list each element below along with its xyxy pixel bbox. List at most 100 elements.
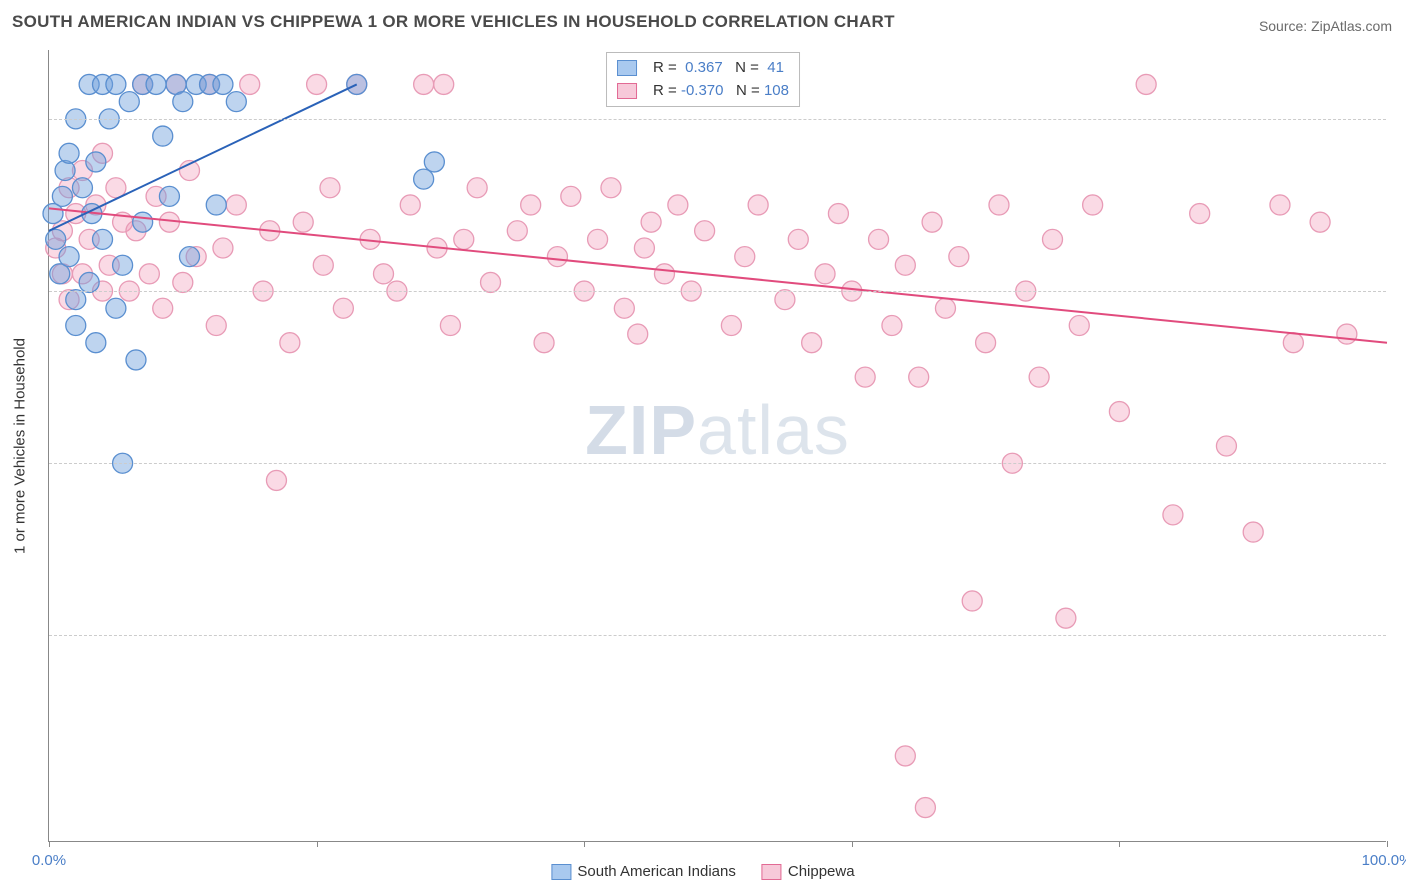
data-point bbox=[280, 333, 300, 353]
data-point bbox=[454, 229, 474, 249]
data-point bbox=[748, 195, 768, 215]
data-point bbox=[400, 195, 420, 215]
gridline bbox=[49, 463, 1386, 464]
plot-svg bbox=[49, 50, 1386, 841]
y-tick-label: 70.0% bbox=[1396, 627, 1406, 644]
data-point bbox=[534, 333, 554, 353]
data-point bbox=[828, 204, 848, 224]
data-point bbox=[614, 298, 634, 318]
gridline bbox=[49, 119, 1386, 120]
data-point bbox=[1283, 333, 1303, 353]
data-point bbox=[695, 221, 715, 241]
legend-item: Chippewa bbox=[762, 863, 855, 880]
legend-bottom: South American Indians Chippewa bbox=[551, 863, 854, 880]
stats-box: R = 0.367 N = 41R = -0.370 N = 108 bbox=[606, 52, 800, 107]
data-point bbox=[59, 247, 79, 267]
data-point bbox=[895, 255, 915, 275]
data-point bbox=[869, 229, 889, 249]
data-point bbox=[266, 470, 286, 490]
data-point bbox=[86, 152, 106, 172]
data-point bbox=[153, 298, 173, 318]
data-point bbox=[1109, 402, 1129, 422]
data-point bbox=[1163, 505, 1183, 525]
data-point bbox=[1190, 204, 1210, 224]
legend-label: South American Indians bbox=[577, 863, 735, 880]
data-point bbox=[1337, 324, 1357, 344]
y-tick-label: 100.0% bbox=[1396, 110, 1406, 127]
data-point bbox=[333, 298, 353, 318]
data-point bbox=[313, 255, 333, 275]
data-point bbox=[133, 212, 153, 232]
data-point bbox=[467, 178, 487, 198]
data-point bbox=[293, 212, 313, 232]
data-point bbox=[909, 367, 929, 387]
data-point bbox=[72, 178, 92, 198]
data-point bbox=[307, 74, 327, 94]
data-point bbox=[86, 333, 106, 353]
data-point bbox=[855, 367, 875, 387]
data-point bbox=[601, 178, 621, 198]
x-tick-mark bbox=[584, 841, 585, 847]
data-point bbox=[146, 74, 166, 94]
data-point bbox=[440, 315, 460, 335]
y-tick-label: 80.0% bbox=[1396, 455, 1406, 472]
data-point bbox=[735, 247, 755, 267]
data-point bbox=[1069, 315, 1089, 335]
x-tick-mark bbox=[317, 841, 318, 847]
data-point bbox=[52, 186, 72, 206]
x-tick-mark bbox=[1387, 841, 1388, 847]
y-tick-label: 90.0% bbox=[1396, 283, 1406, 300]
legend-item: South American Indians bbox=[551, 863, 735, 880]
data-point bbox=[922, 212, 942, 232]
gridline bbox=[49, 635, 1386, 636]
stats-text: R = -0.370 N = 108 bbox=[653, 80, 789, 103]
data-point bbox=[815, 264, 835, 284]
data-point bbox=[434, 74, 454, 94]
data-point bbox=[935, 298, 955, 318]
stats-row: R = -0.370 N = 108 bbox=[617, 80, 789, 103]
data-point bbox=[66, 315, 86, 335]
data-point bbox=[521, 195, 541, 215]
data-point bbox=[46, 229, 66, 249]
data-point bbox=[126, 350, 146, 370]
data-point bbox=[962, 591, 982, 611]
trend-line bbox=[49, 208, 1387, 342]
data-point bbox=[113, 255, 133, 275]
chart-container: SOUTH AMERICAN INDIAN VS CHIPPEWA 1 OR M… bbox=[0, 0, 1406, 892]
data-point bbox=[119, 92, 139, 112]
data-point bbox=[507, 221, 527, 241]
legend-label: Chippewa bbox=[788, 863, 855, 880]
data-point bbox=[1056, 608, 1076, 628]
data-point bbox=[949, 247, 969, 267]
data-point bbox=[106, 74, 126, 94]
data-point bbox=[802, 333, 822, 353]
data-point bbox=[882, 315, 902, 335]
data-point bbox=[481, 272, 501, 292]
data-point bbox=[721, 315, 741, 335]
data-point bbox=[213, 238, 233, 258]
data-point bbox=[561, 186, 581, 206]
data-point bbox=[788, 229, 808, 249]
data-point bbox=[213, 74, 233, 94]
data-point bbox=[173, 272, 193, 292]
data-point bbox=[895, 746, 915, 766]
data-point bbox=[139, 264, 159, 284]
data-point bbox=[240, 74, 260, 94]
x-tick-mark bbox=[852, 841, 853, 847]
data-point bbox=[628, 324, 648, 344]
y-axis-label: 1 or more Vehicles in Household bbox=[12, 338, 29, 554]
data-point bbox=[226, 195, 246, 215]
data-point bbox=[206, 195, 226, 215]
data-point bbox=[374, 264, 394, 284]
data-point bbox=[159, 186, 179, 206]
data-point bbox=[775, 290, 795, 310]
x-tick-label: 100.0% bbox=[1362, 852, 1406, 869]
data-point bbox=[1310, 212, 1330, 232]
x-tick-label: 0.0% bbox=[32, 852, 66, 869]
legend-swatch bbox=[762, 864, 782, 880]
data-point bbox=[1243, 522, 1263, 542]
data-point bbox=[66, 290, 86, 310]
data-point bbox=[59, 143, 79, 163]
data-point bbox=[173, 92, 193, 112]
data-point bbox=[153, 126, 173, 146]
